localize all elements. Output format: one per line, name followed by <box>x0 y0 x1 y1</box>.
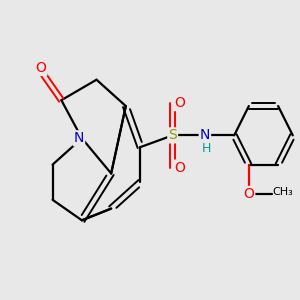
Text: O: O <box>35 61 46 75</box>
Text: CH₃: CH₃ <box>272 188 293 197</box>
Text: N: N <box>200 128 210 142</box>
Text: H: H <box>202 142 211 155</box>
Text: O: O <box>243 187 254 201</box>
Text: O: O <box>175 96 185 110</box>
Text: N: N <box>74 131 84 145</box>
Text: S: S <box>168 128 177 142</box>
Text: O: O <box>175 160 185 175</box>
